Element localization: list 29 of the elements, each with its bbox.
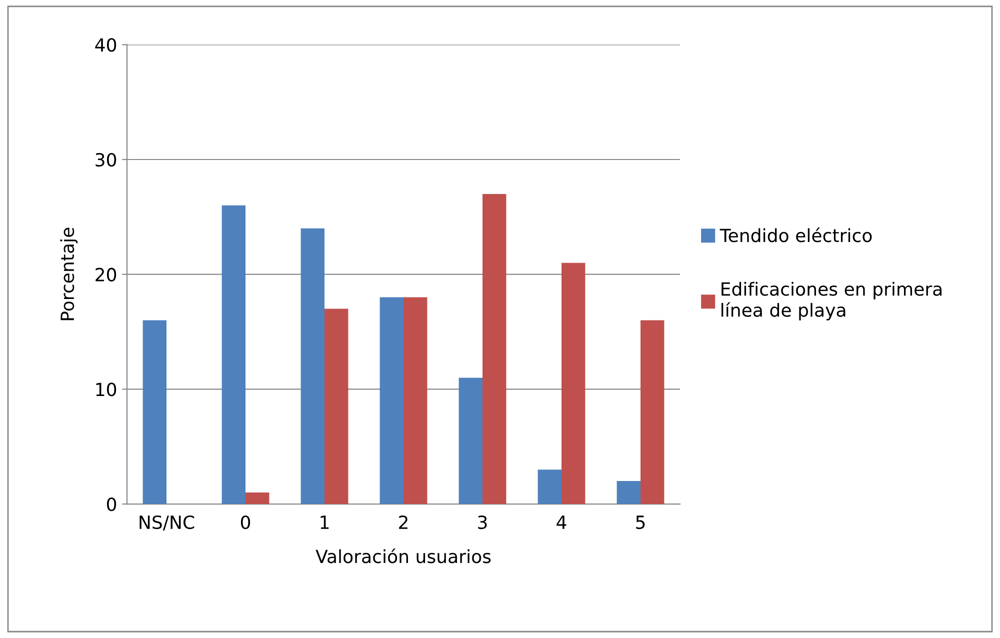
y-tick-label: 40 <box>95 38 116 52</box>
x-axis-title: Valoración usuarios <box>316 548 491 564</box>
y-tick-label: 0 <box>106 497 116 512</box>
bar <box>640 320 664 504</box>
x-tick-label: 3 <box>478 515 487 530</box>
bar <box>246 492 270 504</box>
bar <box>562 262 586 504</box>
bar <box>380 297 404 504</box>
y-axis-title: Porcentaje <box>60 228 78 320</box>
bar <box>482 194 506 504</box>
x-tick-label: 4 <box>556 516 566 529</box>
bar <box>300 228 324 504</box>
bar <box>222 205 246 504</box>
x-tick-label: 0 <box>240 515 250 530</box>
bar <box>616 481 640 504</box>
y-tick-label: 10 <box>96 382 116 396</box>
bar <box>404 297 428 504</box>
bar <box>538 470 562 504</box>
x-tick-label: NS/NC <box>140 515 194 531</box>
bar <box>458 378 482 504</box>
bar <box>324 308 348 504</box>
legend-label: Tendido eléctrico <box>720 228 872 242</box>
x-tick-label: 2 <box>399 515 408 529</box>
x-tick-label: 5 <box>636 516 645 530</box>
bar <box>142 320 166 504</box>
y-tick-label: 30 <box>96 152 116 167</box>
legend-label: Edificaciones en primera línea de playa <box>722 282 942 320</box>
x-tick-label: 1 <box>320 516 329 529</box>
y-tick-label: 20 <box>96 268 116 282</box>
